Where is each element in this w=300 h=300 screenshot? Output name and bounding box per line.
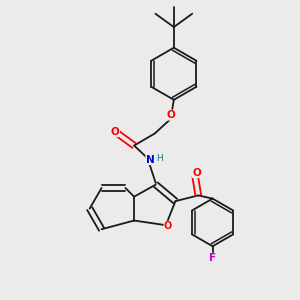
Text: O: O xyxy=(164,221,172,231)
Text: H: H xyxy=(156,154,163,163)
Text: N: N xyxy=(146,154,155,164)
Text: O: O xyxy=(167,110,176,120)
Text: F: F xyxy=(209,253,216,263)
Text: O: O xyxy=(192,168,201,178)
Text: O: O xyxy=(111,127,119,136)
